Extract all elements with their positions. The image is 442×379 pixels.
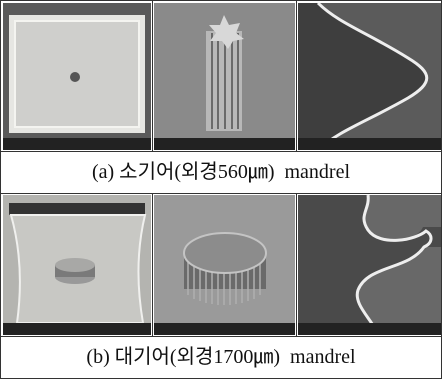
sem-image (3, 195, 151, 335)
sem-image (298, 195, 441, 335)
sem-image (298, 3, 441, 150)
divider (152, 193, 153, 336)
divider (152, 1, 153, 151)
divider (296, 193, 297, 336)
sem-image (3, 3, 151, 150)
sem-image (154, 195, 295, 335)
divider (296, 1, 297, 151)
caption: (a) 소기어(외경560㎛) mandrel (1, 151, 441, 194)
sem-image (154, 3, 295, 150)
figure: (a) 소기어(외경560㎛) mandrel (b) 대기어(외경1700㎛)… (0, 0, 442, 379)
caption: (b) 대기어(외경1700㎛) mandrel (1, 336, 441, 378)
